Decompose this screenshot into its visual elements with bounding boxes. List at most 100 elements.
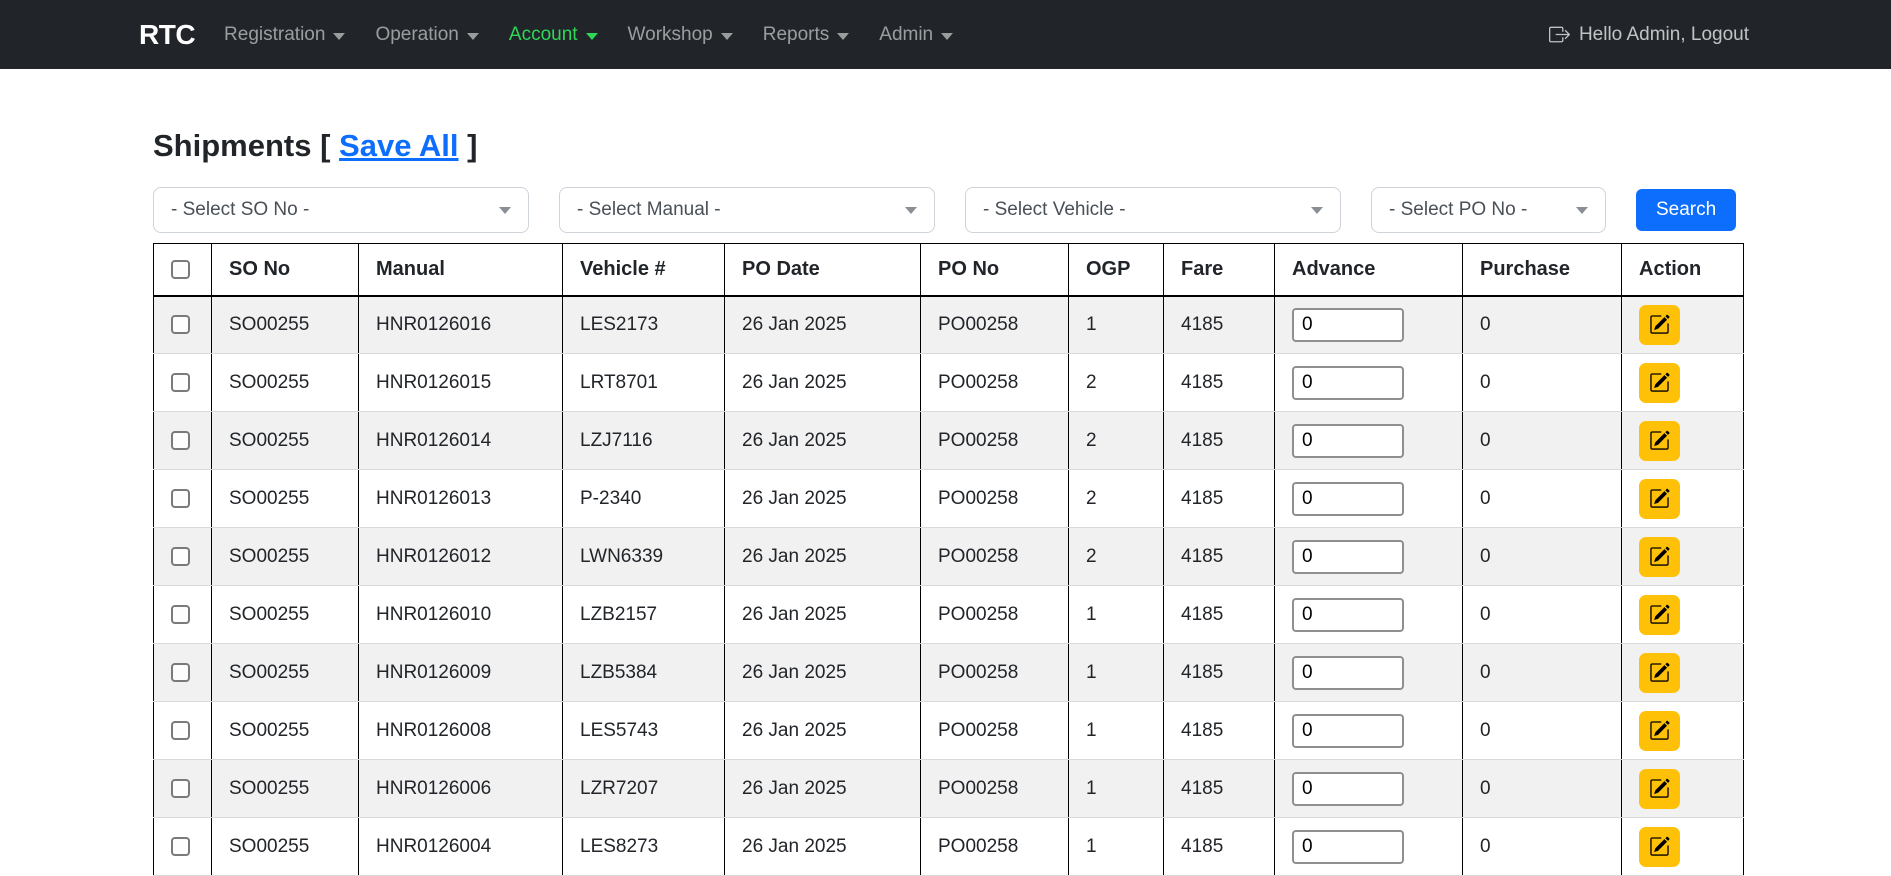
cell-advance bbox=[1275, 470, 1463, 528]
cell-vehicle: LZB2157 bbox=[563, 586, 725, 644]
advance-input[interactable] bbox=[1292, 482, 1404, 516]
cell-purchase: 0 bbox=[1463, 760, 1622, 818]
table-row: SO00255 HNR0126010 LZB2157 26 Jan 2025 P… bbox=[154, 586, 1744, 644]
advance-input[interactable] bbox=[1292, 308, 1404, 342]
edit-button[interactable] bbox=[1639, 769, 1680, 809]
edit-button[interactable] bbox=[1639, 363, 1680, 403]
cell-po-date: 26 Jan 2025 bbox=[725, 528, 921, 586]
row-checkbox[interactable] bbox=[171, 315, 190, 334]
edit-button[interactable] bbox=[1639, 479, 1680, 519]
logout-link[interactable]: Hello Admin, Logout bbox=[1549, 24, 1749, 46]
row-checkbox[interactable] bbox=[171, 489, 190, 508]
cell-po-date: 26 Jan 2025 bbox=[725, 296, 921, 354]
row-checkbox[interactable] bbox=[171, 431, 190, 450]
cell-ogp: 2 bbox=[1069, 528, 1164, 586]
row-checkbox[interactable] bbox=[171, 663, 190, 682]
cell-po-date: 26 Jan 2025 bbox=[725, 644, 921, 702]
edit-button[interactable] bbox=[1639, 711, 1680, 751]
select-manual[interactable]: - Select Manual - bbox=[559, 187, 935, 233]
cell-advance bbox=[1275, 296, 1463, 354]
cell-fare: 4185 bbox=[1164, 354, 1275, 412]
select-all-checkbox[interactable] bbox=[171, 260, 190, 279]
edit-button[interactable] bbox=[1639, 827, 1680, 867]
cell-po-no: PO00258 bbox=[921, 586, 1069, 644]
chevron-down-icon bbox=[721, 33, 733, 40]
row-checkbox[interactable] bbox=[171, 605, 190, 624]
top-navbar: RTC Registration Operation Account Works… bbox=[0, 0, 1891, 69]
search-button[interactable]: Search bbox=[1636, 189, 1736, 231]
cell-po-no: PO00258 bbox=[921, 354, 1069, 412]
edit-button[interactable] bbox=[1639, 537, 1680, 577]
cell-purchase: 0 bbox=[1463, 412, 1622, 470]
advance-input[interactable] bbox=[1292, 598, 1404, 632]
table-row: SO00255 HNR0126006 LZR7207 26 Jan 2025 P… bbox=[154, 760, 1744, 818]
nav-item-admin[interactable]: Admin bbox=[864, 24, 968, 46]
shipments-table: SO No Manual Vehicle # PO Date PO No OGP… bbox=[153, 243, 1744, 876]
cell-select bbox=[154, 818, 212, 876]
cell-manual: HNR0126008 bbox=[359, 702, 563, 760]
cell-action bbox=[1622, 644, 1744, 702]
edit-button[interactable] bbox=[1639, 305, 1680, 345]
nav-item-reports[interactable]: Reports bbox=[748, 24, 865, 46]
brand-logo[interactable]: RTC bbox=[139, 19, 195, 51]
cell-po-date: 26 Jan 2025 bbox=[725, 702, 921, 760]
cell-so-no: SO00255 bbox=[212, 412, 359, 470]
pencil-square-icon bbox=[1649, 546, 1670, 567]
cell-vehicle: LZJ7116 bbox=[563, 412, 725, 470]
dropdown-arrow-icon bbox=[1311, 207, 1323, 214]
cell-advance bbox=[1275, 702, 1463, 760]
nav-item-operation[interactable]: Operation bbox=[360, 24, 493, 46]
advance-input[interactable] bbox=[1292, 366, 1404, 400]
cell-select bbox=[154, 760, 212, 818]
cell-fare: 4185 bbox=[1164, 586, 1275, 644]
nav-item-account[interactable]: Account bbox=[494, 24, 613, 46]
pencil-square-icon bbox=[1649, 488, 1670, 509]
cell-so-no: SO00255 bbox=[212, 818, 359, 876]
cell-so-no: SO00255 bbox=[212, 586, 359, 644]
row-checkbox[interactable] bbox=[171, 779, 190, 798]
cell-so-no: SO00255 bbox=[212, 644, 359, 702]
advance-input[interactable] bbox=[1292, 772, 1404, 806]
cell-so-no: SO00255 bbox=[212, 528, 359, 586]
cell-ogp: 1 bbox=[1069, 818, 1164, 876]
cell-advance bbox=[1275, 586, 1463, 644]
pencil-square-icon bbox=[1649, 662, 1670, 683]
cell-manual: HNR0126006 bbox=[359, 760, 563, 818]
select-vehicle[interactable]: - Select Vehicle - bbox=[965, 187, 1341, 233]
pencil-square-icon bbox=[1649, 430, 1670, 451]
cell-action bbox=[1622, 818, 1744, 876]
col-po-date: PO Date bbox=[725, 244, 921, 296]
nav-menu: Registration Operation Account Workshop … bbox=[209, 24, 968, 46]
cell-select bbox=[154, 586, 212, 644]
cell-po-date: 26 Jan 2025 bbox=[725, 354, 921, 412]
row-checkbox[interactable] bbox=[171, 373, 190, 392]
cell-ogp: 1 bbox=[1069, 586, 1164, 644]
row-checkbox[interactable] bbox=[171, 721, 190, 740]
nav-item-registration[interactable]: Registration bbox=[209, 24, 360, 46]
table-header-row: SO No Manual Vehicle # PO Date PO No OGP… bbox=[154, 244, 1744, 296]
edit-button[interactable] bbox=[1639, 595, 1680, 635]
cell-select bbox=[154, 702, 212, 760]
cell-select bbox=[154, 412, 212, 470]
cell-action bbox=[1622, 702, 1744, 760]
select-po-no[interactable]: - Select PO No - bbox=[1371, 187, 1606, 233]
bracket-close: ] bbox=[467, 128, 477, 163]
col-advance: Advance bbox=[1275, 244, 1463, 296]
cell-so-no: SO00255 bbox=[212, 702, 359, 760]
cell-manual: HNR0126013 bbox=[359, 470, 563, 528]
advance-input[interactable] bbox=[1292, 656, 1404, 690]
edit-button[interactable] bbox=[1639, 653, 1680, 693]
save-all-link[interactable]: Save All bbox=[339, 128, 458, 163]
advance-input[interactable] bbox=[1292, 540, 1404, 574]
cell-po-date: 26 Jan 2025 bbox=[725, 760, 921, 818]
row-checkbox[interactable] bbox=[171, 837, 190, 856]
select-so-no[interactable]: - Select SO No - bbox=[153, 187, 529, 233]
advance-input[interactable] bbox=[1292, 424, 1404, 458]
cell-vehicle: LES5743 bbox=[563, 702, 725, 760]
edit-button[interactable] bbox=[1639, 421, 1680, 461]
row-checkbox[interactable] bbox=[171, 547, 190, 566]
nav-item-workshop[interactable]: Workshop bbox=[613, 24, 748, 46]
advance-input[interactable] bbox=[1292, 714, 1404, 748]
cell-po-date: 26 Jan 2025 bbox=[725, 586, 921, 644]
advance-input[interactable] bbox=[1292, 830, 1404, 864]
